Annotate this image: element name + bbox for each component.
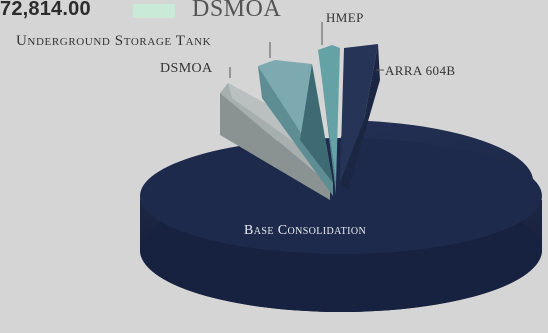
label-hmep: HMEP (326, 10, 364, 25)
label-base-consolidation: Base Consolidation (244, 223, 366, 238)
label-arra-604b: ARRA 604B (385, 63, 455, 78)
label-dsmoa: DSMOA (160, 61, 213, 76)
label-underground-storage-tank: Underground Storage Tank (16, 33, 211, 49)
